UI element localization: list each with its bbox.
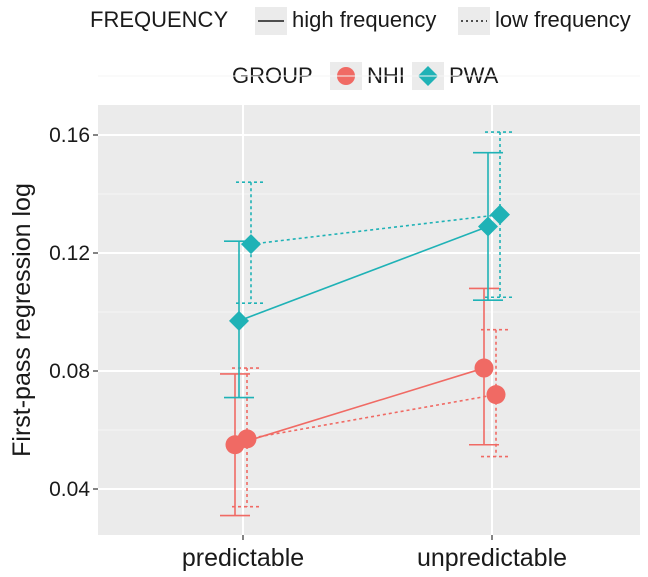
legend-frequency: FREQUENCY high frequency low frequency <box>90 7 631 35</box>
data-point-pwa <box>478 216 498 237</box>
series-layer <box>220 131 515 517</box>
y-tick-label: 0.04 <box>49 478 90 501</box>
series-line <box>246 393 497 440</box>
series-line <box>234 367 485 446</box>
legend-label-low-frequency: low frequency <box>495 7 631 32</box>
data-point-nhi <box>237 429 257 449</box>
legend-key-low-frequency <box>458 7 490 35</box>
series-pwa-low <box>236 131 515 304</box>
x-tick-label: unpredictable <box>417 544 567 572</box>
series-nhi-low <box>232 328 511 508</box>
y-axis-title: First-pass regression log <box>8 183 36 457</box>
y-tick-label: 0.16 <box>49 124 90 147</box>
plot-panel <box>98 105 640 535</box>
data-point-nhi <box>486 385 506 405</box>
series-line <box>238 225 489 322</box>
x-tick-label: predictable <box>182 544 304 572</box>
x-axis: predictable unpredictable <box>182 535 567 572</box>
series-pwa-high <box>224 151 503 399</box>
y-tick-label: 0.08 <box>49 360 90 383</box>
data-point-pwa <box>229 310 249 331</box>
legend-label-high-frequency: high frequency <box>292 7 436 32</box>
data-point-pwa <box>490 204 510 225</box>
data-point-pwa <box>241 234 261 255</box>
y-axis: 0.04 0.08 0.12 0.16 <box>49 124 98 501</box>
legend-frequency-title: FREQUENCY <box>90 7 228 32</box>
data-point-nhi <box>474 358 494 378</box>
y-tick-label: 0.12 <box>49 242 90 265</box>
grid <box>98 75 640 535</box>
